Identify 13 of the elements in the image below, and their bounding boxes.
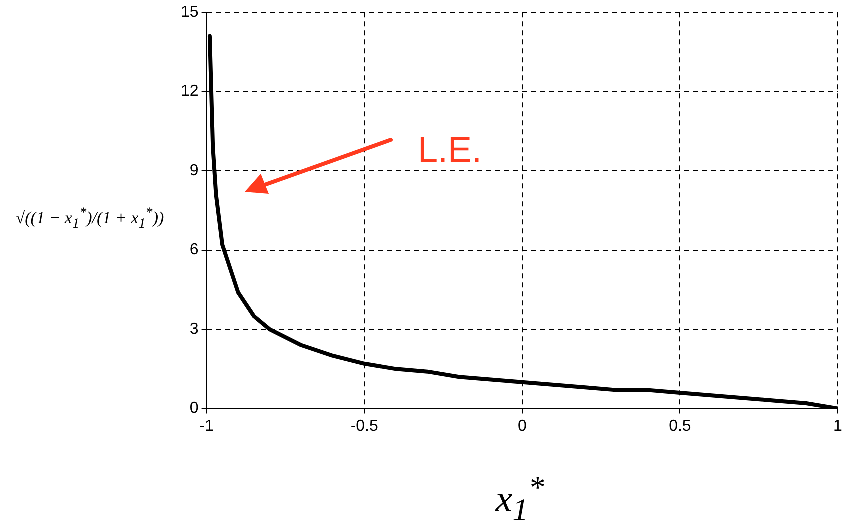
y-tick-label: 0 — [190, 400, 199, 418]
y-tick-label: 9 — [190, 162, 199, 180]
y-tick-label: 12 — [181, 83, 199, 100]
x-tick-label: 1 — [834, 418, 843, 435]
x-tick-label: 0.5 — [669, 418, 692, 435]
y-axis-title: √((1 − x$_{1}$$^{*}$)/(1 + x$_{1}$$^{*}$)) — [14, 205, 166, 234]
x-tick-label: -0.5 — [350, 418, 378, 435]
annotation: L.E. — [418, 128, 482, 170]
x-tick-label: -1 — [200, 418, 214, 435]
x-tick-label: 0 — [518, 418, 527, 435]
y-tick-label: 6 — [190, 242, 199, 259]
y-tick-label: 15 — [181, 4, 199, 22]
y-tick-label: 3 — [190, 320, 199, 338]
